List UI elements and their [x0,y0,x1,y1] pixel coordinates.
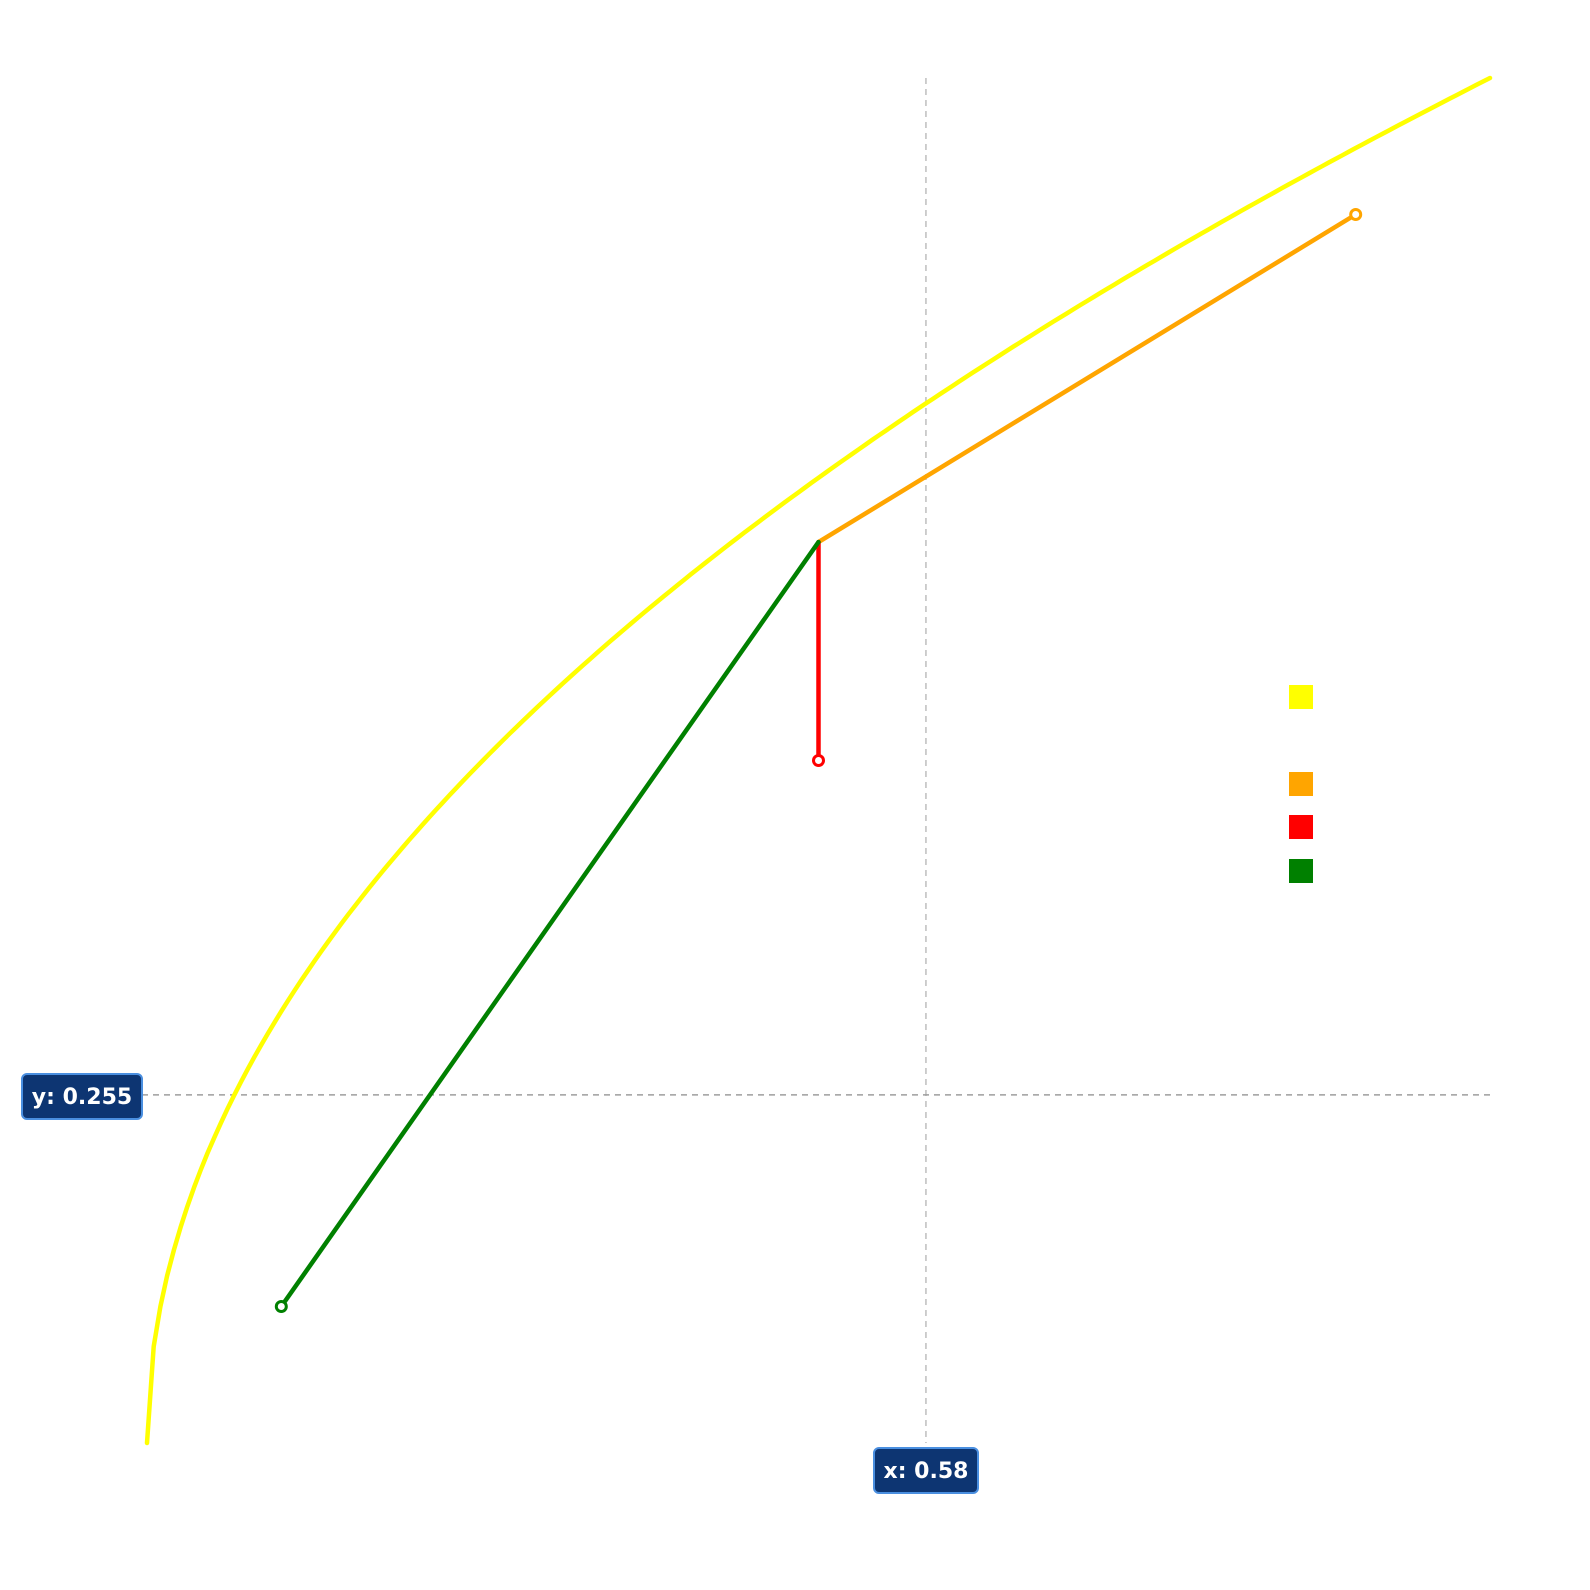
crosshair-x-tag: x: 0.58 [873,1447,979,1494]
crosshair-y-label: y: 0.255 [32,1085,132,1110]
crosshair-x-label: x: 0.58 [884,1459,969,1484]
series-3 [274,539,821,1313]
series-layer [144,75,1493,1446]
legend [1289,685,1313,883]
legend-swatch-2 [1289,815,1313,839]
crosshair-y-tag: y: 0.255 [21,1073,143,1120]
series-1 [816,208,1363,545]
crosshair-x-tag-box [873,1447,979,1494]
series-point-1 [1349,208,1363,221]
legend-swatch-1 [1289,772,1313,796]
crosshair [142,78,1490,1443]
series-line-0 [144,75,1493,1446]
legend-swatch-3 [1289,859,1313,883]
series-point-2 [812,754,825,767]
crosshair-y-tag-box [21,1073,143,1120]
series-0 [144,75,1493,1446]
series-point-3 [274,1300,288,1313]
series-line-1 [816,212,1358,545]
legend-swatch-0 [1289,685,1313,709]
series-2 [812,539,825,767]
series-line-3 [279,539,821,1309]
